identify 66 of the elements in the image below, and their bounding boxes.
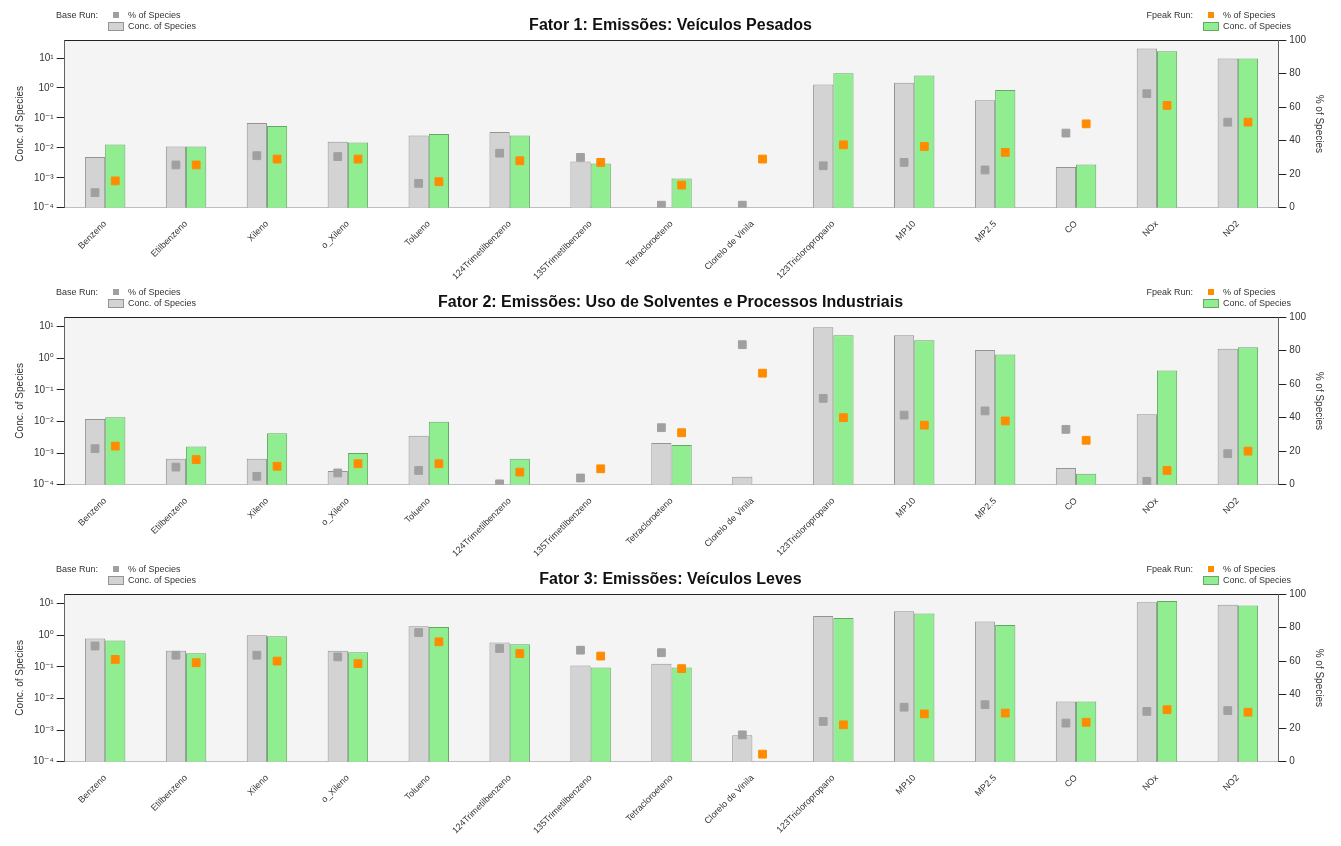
- y-axis-title: Conc. of Species: [13, 640, 25, 716]
- y2-tick-label: 100: [1289, 33, 1307, 45]
- y2-tick-label: 0: [1289, 755, 1296, 767]
- y2-tick-label: 40: [1289, 411, 1301, 423]
- y-tick-label: 10⁻⁴: [33, 755, 54, 767]
- legend-label: % of Species: [128, 10, 181, 20]
- y2-tick-label: 0: [1289, 201, 1296, 213]
- legend-label: % of Species: [1222, 10, 1276, 20]
- legend-label: % of Species: [128, 564, 181, 574]
- y-tick-label: 10⁻⁴: [33, 201, 54, 213]
- chart-title: Fator 2: Emissões: Uso de Solventes e Processos Industriais: [425, 291, 916, 312]
- legend-label: Conc. of Species: [128, 298, 197, 308]
- text: Fpeak Run:: [1146, 10, 1193, 22]
- y2-tick-label: 40: [1289, 134, 1301, 146]
- y-tick-label: 10⁻¹: [33, 111, 55, 123]
- y-tick-label: 10⁰: [38, 628, 54, 640]
- legend-label: % of Species: [1222, 564, 1276, 574]
- y2-axis-title: % of Species: [1314, 648, 1326, 708]
- y-tick-label: 10⁻¹: [33, 383, 55, 395]
- y2-tick-label: 60: [1289, 654, 1301, 666]
- y-tick-label: 10⁻³: [33, 446, 55, 458]
- y2-tick-label: 100: [1289, 587, 1307, 599]
- y2-axis-title: % of Species: [1314, 94, 1326, 154]
- y-tick-label: 10⁻³: [33, 723, 55, 735]
- y-tick-label: 10¹: [39, 320, 55, 332]
- legend-label: % of Species: [128, 287, 181, 297]
- chart-title: Fator 3: Emissões: Veículos Leves: [527, 568, 814, 589]
- x-tick-label: CO: [1062, 772, 1080, 790]
- legend-label: Conc. of Species: [1222, 21, 1291, 31]
- y-axis-title: Conc. of Species: [13, 86, 25, 162]
- legend-label: Conc. of Species: [128, 21, 197, 31]
- y2-tick-label: 80: [1289, 67, 1301, 79]
- y2-tick-label: 80: [1289, 621, 1301, 633]
- y-tick-label: 10⁻²: [33, 141, 55, 153]
- y2-tick-label: 80: [1289, 344, 1301, 356]
- text: Base Run:: [56, 287, 99, 299]
- x-tick-label: CO: [1062, 495, 1080, 513]
- y2-tick-label: 60: [1289, 377, 1301, 389]
- text: Base Run:: [56, 564, 99, 576]
- text: Base Run:: [56, 10, 99, 22]
- y-tick-label: 10⁻²: [33, 415, 55, 427]
- y2-tick-label: 40: [1289, 688, 1301, 700]
- y-tick-label: 10⁻⁴: [33, 478, 54, 490]
- legend-label: Conc. of Species: [128, 575, 197, 585]
- y-tick-label: 10⁻¹: [33, 660, 55, 672]
- text: Fpeak Run:: [1146, 287, 1193, 299]
- chart-title: Fator 1: Emissões: Veículos Pesados: [517, 14, 824, 35]
- legend-label: Conc. of Species: [1222, 298, 1291, 308]
- y-tick-label: 10⁰: [38, 351, 54, 363]
- y-axis-title: Conc. of Species: [13, 363, 25, 439]
- y2-tick-label: 20: [1289, 167, 1301, 179]
- y-tick-label: 10¹: [39, 597, 55, 609]
- y-tick-label: 10⁰: [38, 81, 54, 93]
- y2-tick-label: 20: [1289, 444, 1301, 456]
- y2-tick-label: 100: [1289, 310, 1307, 322]
- legend-label: Conc. of Species: [1222, 575, 1291, 585]
- y-tick-label: 10⁻³: [33, 171, 55, 183]
- y-tick-label: 10¹: [39, 51, 55, 63]
- x-tick-label: CO: [1062, 218, 1080, 236]
- legend-label: % of Species: [1222, 287, 1276, 297]
- y2-tick-label: 60: [1289, 100, 1301, 112]
- y-tick-label: 10⁻²: [33, 692, 55, 704]
- text: Fpeak Run:: [1146, 564, 1193, 576]
- y2-axis-title: % of Species: [1314, 371, 1326, 431]
- y2-tick-label: 20: [1289, 721, 1301, 733]
- y2-tick-label: 0: [1289, 478, 1296, 490]
